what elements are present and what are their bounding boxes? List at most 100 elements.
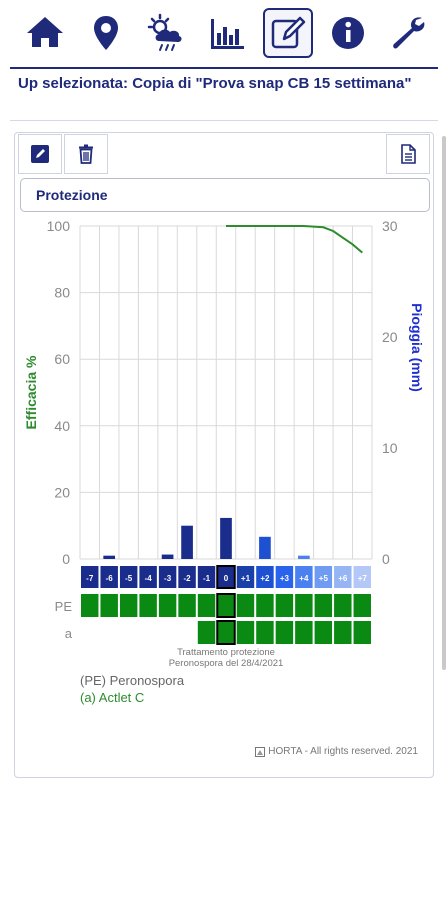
info-icon — [332, 17, 365, 49]
day-cell — [178, 566, 196, 588]
status-cell — [119, 594, 138, 617]
status-cell — [295, 621, 313, 644]
scrollbar[interactable] — [442, 136, 446, 670]
protection-card — [14, 132, 434, 778]
section-title: Protezione — [36, 187, 108, 203]
status-cell — [197, 594, 216, 617]
page-title: Up selezionata: Copia di "Prova snap CB … — [18, 75, 412, 92]
nav-edit-button[interactable] — [262, 8, 313, 58]
treatment-annotation: Peronospora del 28/4/2021 — [169, 658, 284, 669]
status-cell — [314, 621, 333, 644]
day-cell — [236, 566, 255, 588]
left-axis-tick: 60 — [54, 351, 70, 367]
treatment-annotation: Trattamento protezione — [177, 647, 275, 658]
day-label: -7 — [86, 574, 94, 583]
status-cell — [353, 594, 371, 617]
day-label: -4 — [145, 574, 153, 583]
day-cell — [197, 566, 216, 588]
status-cell — [334, 594, 352, 617]
rain-bar — [181, 525, 193, 559]
day-label: -1 — [203, 574, 211, 583]
day-label: +1 — [241, 574, 251, 583]
day-cell — [158, 566, 177, 588]
day-cell — [256, 566, 274, 588]
today-marker — [216, 565, 236, 589]
day-cell — [100, 566, 118, 588]
delete-button[interactable] — [64, 134, 108, 174]
status-cell — [216, 593, 236, 618]
day-label: -5 — [125, 574, 133, 583]
status-cell — [158, 594, 177, 617]
left-axis-tick: 40 — [54, 418, 70, 434]
horta-logo-icon — [255, 746, 266, 757]
right-axis-tick: 10 — [382, 440, 398, 456]
day-label: +3 — [280, 574, 290, 583]
status-cell — [334, 621, 352, 644]
status-cell — [178, 594, 196, 617]
row-label: PE — [55, 599, 73, 614]
day-cell — [139, 566, 157, 588]
status-cell — [275, 594, 294, 617]
nav-info-button[interactable] — [323, 8, 373, 58]
bar-chart-icon — [210, 19, 244, 49]
day-cell — [119, 566, 138, 588]
copyright-footer: HORTA - All rights reserved. 2021 — [255, 746, 418, 757]
status-cell — [275, 621, 294, 644]
edit-button[interactable] — [18, 134, 62, 174]
top-navigation — [0, 0, 448, 66]
day-label: +5 — [319, 574, 329, 583]
nav-settings-button[interactable] — [384, 8, 434, 58]
rain-bar — [259, 536, 271, 559]
status-cell — [256, 621, 274, 644]
report-button[interactable] — [386, 134, 430, 174]
legend-actlet: (a) Actlet C — [80, 690, 145, 705]
day-cell — [275, 566, 294, 588]
document-icon — [401, 144, 416, 164]
status-cell — [139, 594, 157, 617]
location-pin-icon — [93, 16, 118, 50]
status-cell — [314, 594, 333, 617]
right-axis-tick: 20 — [382, 329, 398, 345]
day-cell — [314, 566, 333, 588]
status-cell — [100, 594, 118, 617]
nav-location-button[interactable] — [81, 8, 131, 58]
day-cell — [334, 566, 352, 588]
day-label: +7 — [358, 574, 368, 583]
day-cell — [353, 566, 371, 588]
status-cell — [256, 594, 274, 617]
day-cell — [295, 566, 313, 588]
day-cell — [81, 566, 99, 588]
right-axis-tick: 30 — [382, 218, 398, 234]
nav-weather-button[interactable] — [141, 8, 191, 58]
left-axis-tick: 80 — [54, 285, 70, 301]
day-label: -6 — [106, 574, 114, 583]
home-icon — [27, 17, 63, 47]
left-axis-tick: 100 — [47, 218, 71, 234]
weather-icon — [148, 13, 182, 51]
edit-icon — [271, 16, 305, 49]
edit-icon — [31, 145, 49, 163]
status-cell — [216, 620, 236, 645]
nav-home-button[interactable] — [20, 8, 70, 58]
rain-bar — [298, 555, 310, 559]
row-label: a — [65, 626, 73, 641]
efficacy-line — [226, 225, 363, 254]
status-cell — [197, 621, 216, 644]
day-label: 0 — [224, 574, 229, 583]
status-cell — [295, 594, 313, 617]
trash-icon — [79, 144, 93, 164]
left-axis-tick: 20 — [54, 484, 70, 500]
left-axis-tick: 0 — [62, 551, 70, 567]
day-label: -2 — [184, 574, 192, 583]
day-label: +4 — [299, 574, 309, 583]
wrench-icon — [393, 17, 425, 49]
legend-peronospora: (PE) Peronospora — [80, 673, 185, 688]
right-axis-label: Pioggia (mm) — [409, 303, 425, 392]
title-divider — [10, 120, 438, 121]
status-cell — [353, 621, 371, 644]
rain-bar — [103, 555, 116, 559]
right-axis-tick: 0 — [382, 551, 390, 567]
section-header[interactable]: Protezione — [20, 178, 430, 212]
nav-stats-button[interactable] — [202, 8, 252, 58]
